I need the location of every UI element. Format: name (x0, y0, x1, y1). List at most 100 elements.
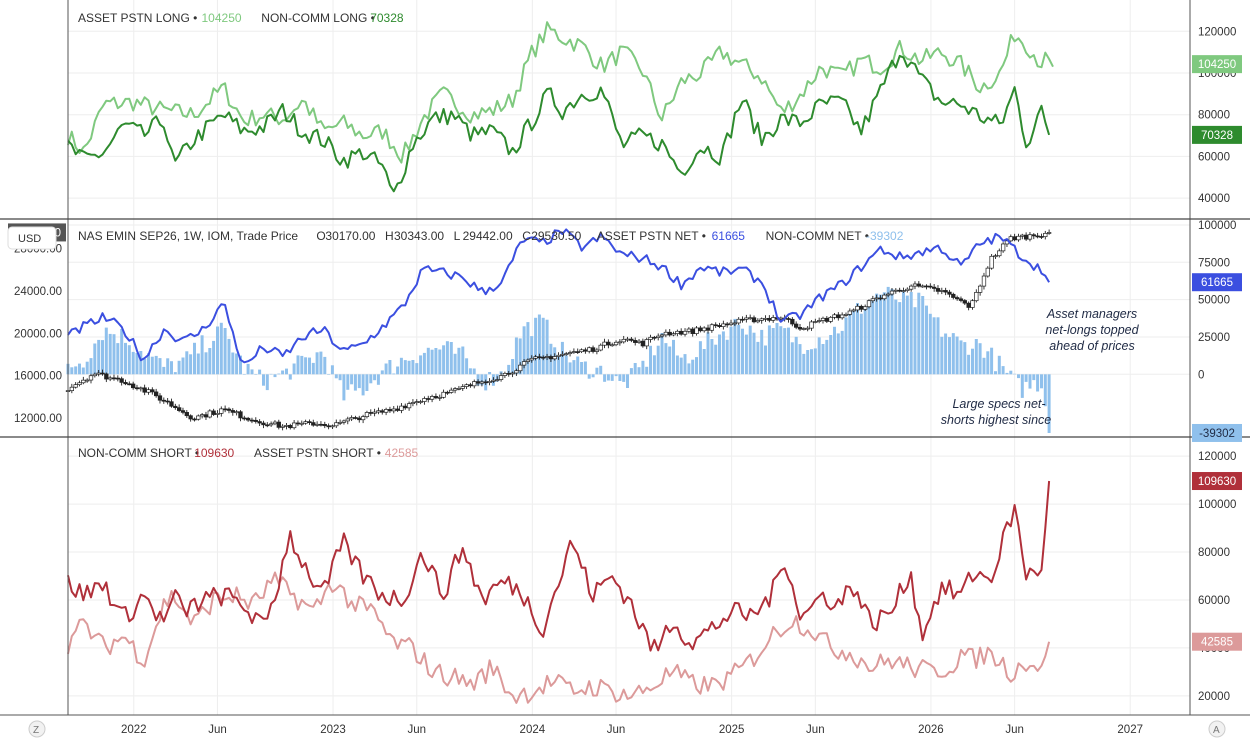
price-candle[interactable] (751, 315, 757, 324)
price-candle[interactable] (905, 287, 910, 293)
noncomm-net-bar[interactable] (848, 312, 852, 375)
noncomm-net-bar[interactable] (465, 358, 469, 375)
noncomm-net-bar[interactable] (120, 329, 124, 375)
noncomm-net-bar[interactable] (971, 348, 974, 375)
price-candle[interactable] (265, 422, 270, 428)
price-candle[interactable] (180, 407, 186, 415)
noncomm-net-bar[interactable] (315, 352, 319, 375)
noncomm-net-bar[interactable] (576, 356, 580, 375)
noncomm-net-bar[interactable] (319, 351, 323, 375)
noncomm-net-bar[interactable] (388, 360, 392, 375)
noncomm-net-bar[interactable] (775, 323, 779, 375)
noncomm-net-bar[interactable] (936, 317, 940, 375)
noncomm-net-bar[interactable] (288, 374, 292, 380)
price-candle[interactable] (77, 380, 82, 387)
price-candle[interactable] (809, 320, 814, 331)
noncomm-net-bar[interactable] (913, 307, 917, 375)
noncomm-net-bar[interactable] (974, 339, 978, 375)
noncomm-net-bar[interactable] (744, 334, 748, 375)
noncomm-net-bar[interactable] (365, 374, 369, 391)
price-candle[interactable] (847, 308, 852, 316)
noncomm-net-bar[interactable] (281, 370, 285, 375)
noncomm-net-bar[interactable] (139, 351, 143, 375)
symbol-info[interactable]: NAS EMIN SEP26, 1W, IOM, Trade Price (78, 229, 298, 243)
price-candle[interactable] (886, 292, 891, 298)
price-candle[interactable] (866, 299, 872, 309)
price-candle[interactable] (552, 353, 557, 361)
legend-series-name[interactable]: ASSET PSTN SHORT • (254, 446, 381, 460)
noncomm-net-bar[interactable] (852, 310, 856, 375)
noncomm-net-bar[interactable] (292, 363, 296, 375)
noncomm-net-bar[interactable] (1024, 374, 1028, 382)
price-candle[interactable] (169, 398, 174, 408)
noncomm-net-bar[interactable] (955, 336, 959, 375)
price-candle[interactable] (364, 410, 370, 419)
price-candle[interactable] (69, 383, 74, 394)
price-candle[interactable] (92, 372, 97, 378)
price-candle[interactable] (916, 281, 921, 288)
price-candle[interactable] (311, 419, 316, 427)
price-candle[interactable] (813, 318, 818, 324)
price-candle[interactable] (88, 373, 94, 384)
noncomm-net-bar[interactable] (357, 374, 361, 389)
noncomm-net-bar[interactable] (978, 343, 982, 375)
price-candle[interactable] (150, 387, 155, 395)
price-candle[interactable] (828, 316, 833, 324)
noncomm-net-bar[interactable] (449, 342, 453, 375)
noncomm-net-bar[interactable] (442, 345, 446, 375)
price-candle[interactable] (238, 410, 243, 422)
noncomm-net-bar[interactable] (572, 360, 576, 375)
price-candle[interactable] (951, 292, 956, 300)
price-candle[interactable] (372, 408, 377, 417)
noncomm-net-bar[interactable] (810, 349, 813, 375)
price-candle[interactable] (437, 394, 442, 401)
price-candle[interactable] (525, 358, 531, 364)
noncomm-net-bar[interactable] (196, 353, 200, 375)
noncomm-net-bar[interactable] (101, 340, 104, 375)
price-candle[interactable] (322, 421, 327, 429)
noncomm-net-bar[interactable] (216, 326, 219, 375)
noncomm-net-bar[interactable] (875, 293, 879, 375)
price-candle[interactable] (935, 285, 941, 295)
price-candle[interactable] (1043, 230, 1048, 240)
price-candle[interactable] (422, 396, 427, 405)
noncomm-net-bar[interactable] (825, 339, 829, 375)
noncomm-net-bar[interactable] (618, 374, 622, 381)
noncomm-net-bar[interactable] (844, 317, 848, 375)
noncomm-net-bar[interactable] (342, 374, 346, 401)
asset-net-line[interactable] (67, 228, 1050, 364)
price-candle[interactable] (495, 376, 500, 382)
price-candle[interactable] (510, 371, 515, 378)
noncomm-net-bar[interactable] (886, 286, 890, 375)
noncomm-net-bar[interactable] (645, 366, 649, 375)
noncomm-net-bar[interactable] (488, 372, 492, 375)
legend-series-name[interactable]: ASSET PSTN NET • (597, 229, 706, 243)
noncomm-net-bar[interactable] (399, 357, 403, 375)
noncomm-net-bar[interactable] (116, 343, 120, 375)
price-candle[interactable] (947, 289, 952, 298)
noncomm-net-bar[interactable] (472, 368, 476, 375)
price-candle[interactable] (863, 304, 868, 311)
price-candle[interactable] (870, 295, 875, 304)
noncomm-net-bar[interactable] (112, 334, 116, 375)
noncomm-net-bar[interactable] (265, 374, 269, 391)
noncomm-net-bar[interactable] (545, 319, 549, 375)
noncomm-net-bar[interactable] (783, 328, 787, 375)
noncomm-net-bar[interactable] (384, 363, 388, 375)
price-candle[interactable] (656, 333, 661, 341)
noncomm-net-bar[interactable] (564, 355, 568, 375)
noncomm-net-bar[interactable] (327, 374, 331, 375)
price-candle[interactable] (962, 299, 967, 306)
noncomm-net-bar[interactable] (767, 325, 771, 375)
price-candle[interactable] (529, 355, 534, 363)
noncomm-net-bar[interactable] (392, 373, 396, 375)
price-candle[interactable] (889, 288, 895, 296)
noncomm-net-bar[interactable] (334, 374, 338, 379)
noncomm-net-bar[interactable] (78, 363, 81, 375)
price-candle[interactable] (449, 387, 454, 394)
noncomm-net-bar[interactable] (813, 348, 817, 375)
asset-short-line[interactable] (67, 571, 1051, 704)
price-candle[interactable] (307, 419, 312, 425)
price-candle[interactable] (981, 272, 987, 290)
noncomm-net-bar[interactable] (932, 317, 936, 375)
